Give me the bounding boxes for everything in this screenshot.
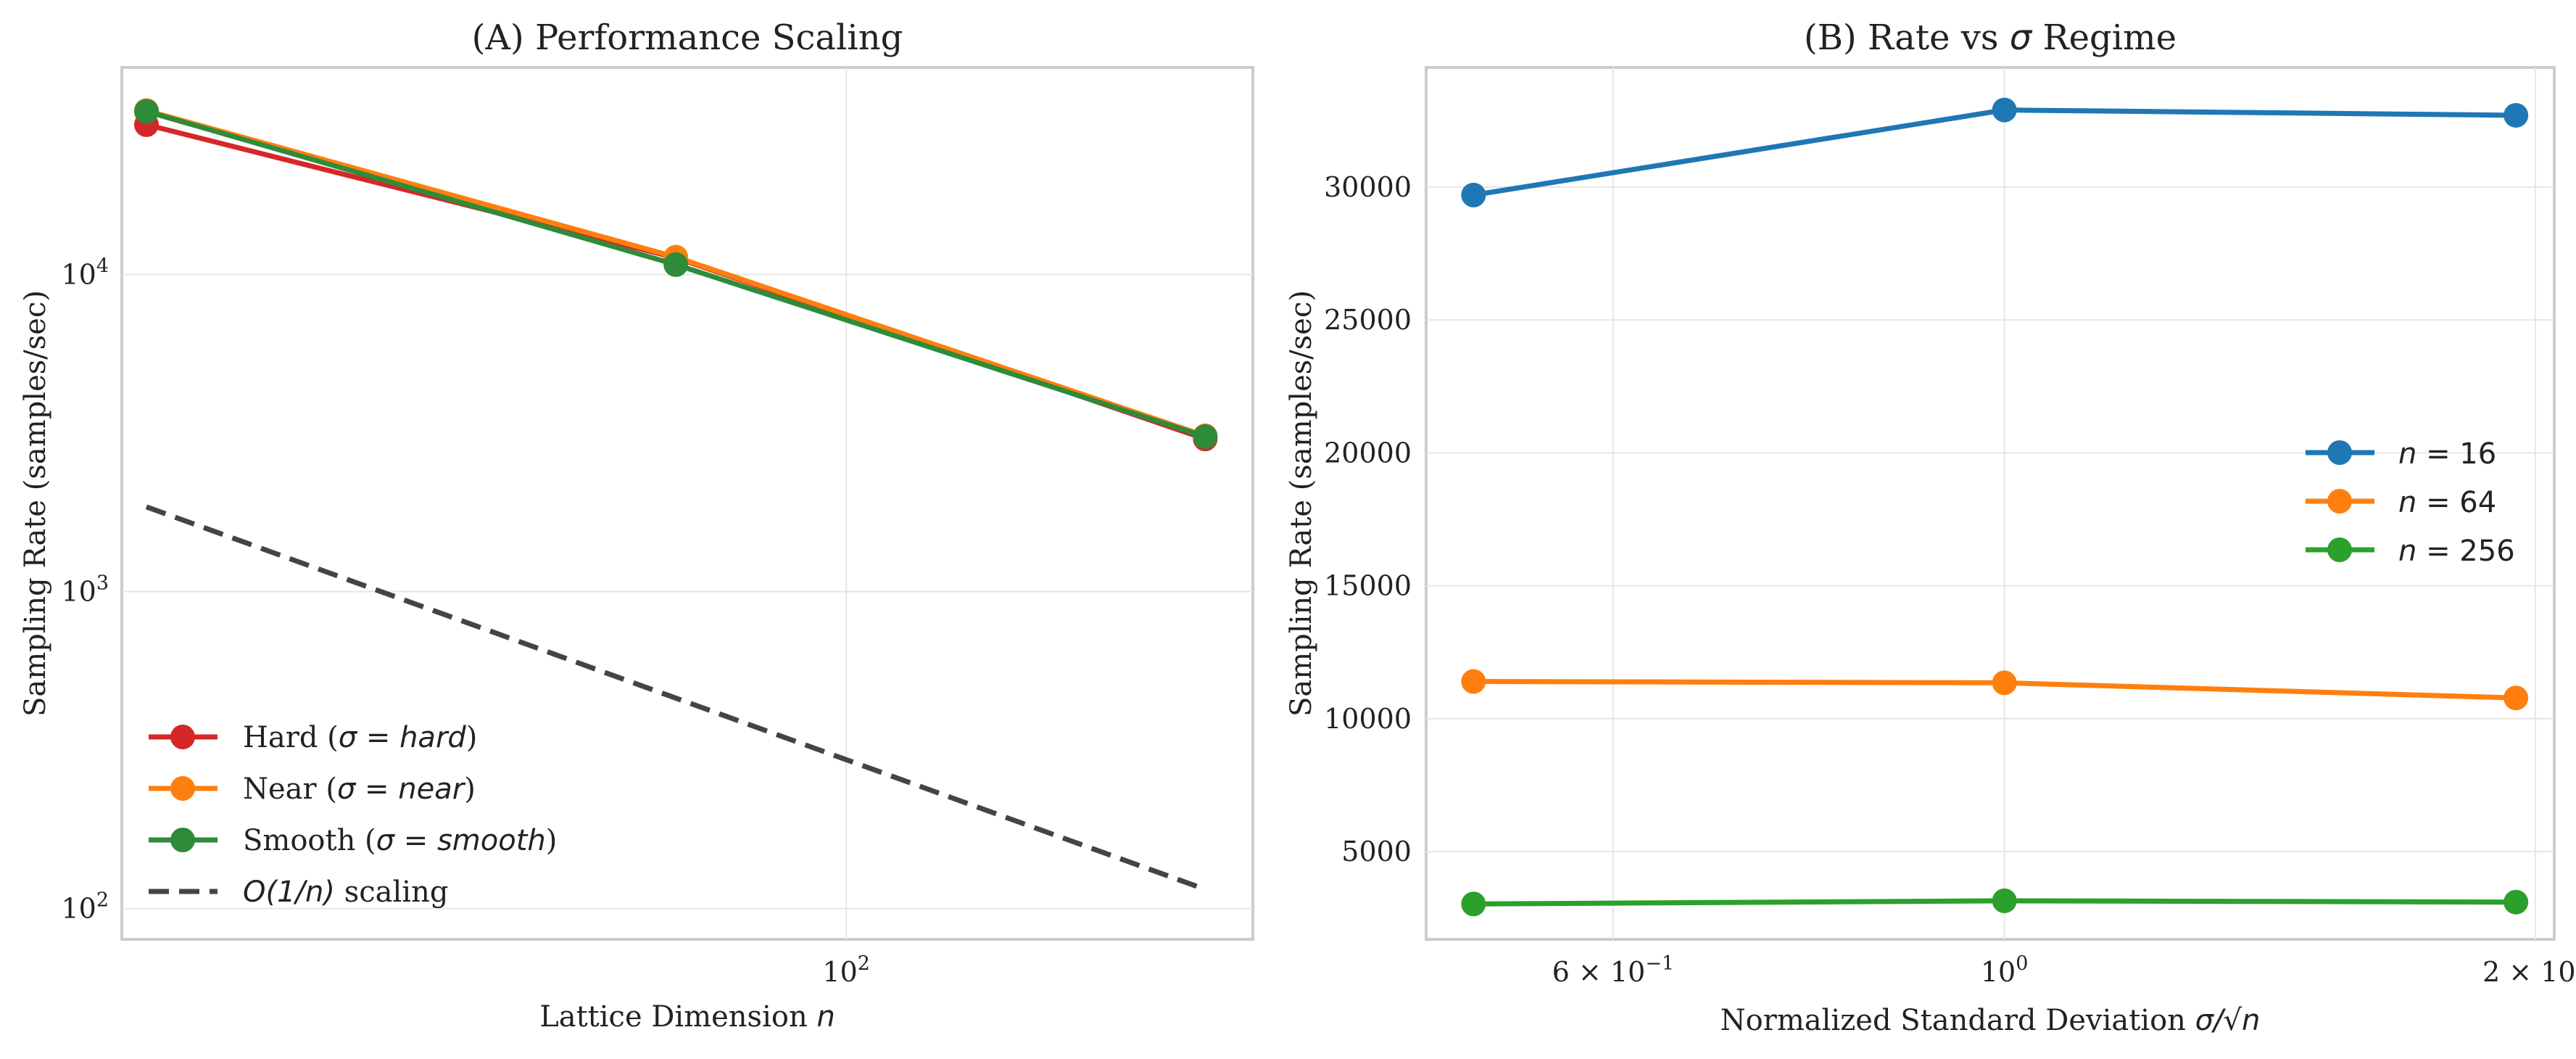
legend-label: Near (σ = near)	[243, 772, 476, 806]
panel-b-data-point	[1461, 182, 1486, 207]
legend-label: n = 256	[2398, 535, 2515, 568]
panel-b-data-point	[1992, 670, 2017, 696]
panel-b-legend: n = 16 n = 64 n = 256	[2306, 437, 2515, 568]
panel-b-series	[1461, 97, 2529, 917]
panel-a-y-tick-label: 102	[61, 889, 109, 925]
panel-a-y-tick-label: 103	[61, 572, 109, 608]
panel-b-data-point	[2503, 102, 2529, 128]
panel-a-data-point	[133, 99, 159, 124]
legend-marker-swatch	[170, 776, 195, 801]
legend-marker-swatch	[2327, 440, 2352, 465]
panel-b-x-tick-label: 2 × 100	[2482, 952, 2576, 988]
panel-a-title: (A) Performance Scaling	[472, 17, 903, 58]
legend-label: Smooth (σ = smooth)	[243, 824, 557, 857]
panel-b-y-axis-label: Sampling Rate (samples/sec)	[1285, 290, 1318, 717]
panel-b-x-axis-label: Normalized Standard Deviation σ/√n	[1720, 1004, 2261, 1037]
panel-a-ticks: 102 103 104 102	[61, 255, 870, 988]
panel-b-x-tick-label: 6 × 10−1	[1552, 952, 1674, 988]
legend-label: Hard (σ = hard)	[243, 721, 477, 754]
panel-b-x-tick-label: 100	[1981, 952, 2029, 988]
panel-b-y-tick-label: 25000	[1324, 304, 1412, 336]
panel-b-data-point	[1992, 97, 2017, 123]
legend-label: n = 16	[2398, 437, 2496, 471]
panel-a-x-tick-label: 102	[822, 952, 870, 988]
panel-b-y-tick-label: 20000	[1324, 437, 1412, 469]
panel-a-x-axis-label: Lattice Dimension n	[539, 1000, 835, 1034]
legend-marker-swatch	[170, 828, 195, 852]
panel-b-data-point	[2503, 889, 2529, 915]
legend-marker-swatch	[170, 725, 195, 749]
panel-b-data-point	[2503, 685, 2529, 711]
panel-a-plot-area	[120, 66, 1254, 941]
panel-b-data-point	[1992, 888, 2017, 913]
panel-b-title: (B) Rate vs σ Regime	[1804, 17, 2177, 58]
legend-label: O(1/n) scaling	[243, 875, 448, 909]
panel-b-y-tick-label: 10000	[1324, 703, 1412, 735]
panel-a-y-axis-label: Sampling Rate (samples/sec)	[19, 290, 52, 717]
panel-b-data-point	[1461, 669, 1486, 694]
legend-marker-swatch	[2327, 489, 2352, 514]
panel-a-y-tick-label: 104	[61, 255, 109, 291]
panel-a-series	[133, 98, 1218, 892]
panel-a-data-point	[663, 252, 689, 277]
panel-b-data-point	[1461, 891, 1486, 917]
panel-b-y-tick-label: 30000	[1324, 171, 1412, 203]
legend-label: n = 64	[2398, 486, 2496, 519]
panel-b-y-tick-label: 15000	[1324, 570, 1412, 602]
panel-a-data-point	[1193, 424, 1218, 450]
panel-b: (B) Rate vs σ Regime Normalized Standard…	[1285, 17, 2576, 1037]
panel-a-reference-line	[145, 504, 1206, 892]
panel-a-grid	[122, 67, 1253, 939]
panel-a: (A) Performance Scaling Lattice Dimensio…	[19, 17, 1254, 1034]
legend-marker-swatch	[2327, 537, 2352, 562]
panel-b-plot-area	[1425, 66, 2556, 941]
panel-b-y-tick-label: 5000	[1341, 836, 1412, 868]
panel-a-legend: Hard (σ = hard) Near (σ = near) Smooth (σ …	[149, 721, 557, 909]
panel-b-ticks: 5000 10000 15000 20000 25000 30000 6 × 10−1 100…	[1324, 171, 2576, 988]
